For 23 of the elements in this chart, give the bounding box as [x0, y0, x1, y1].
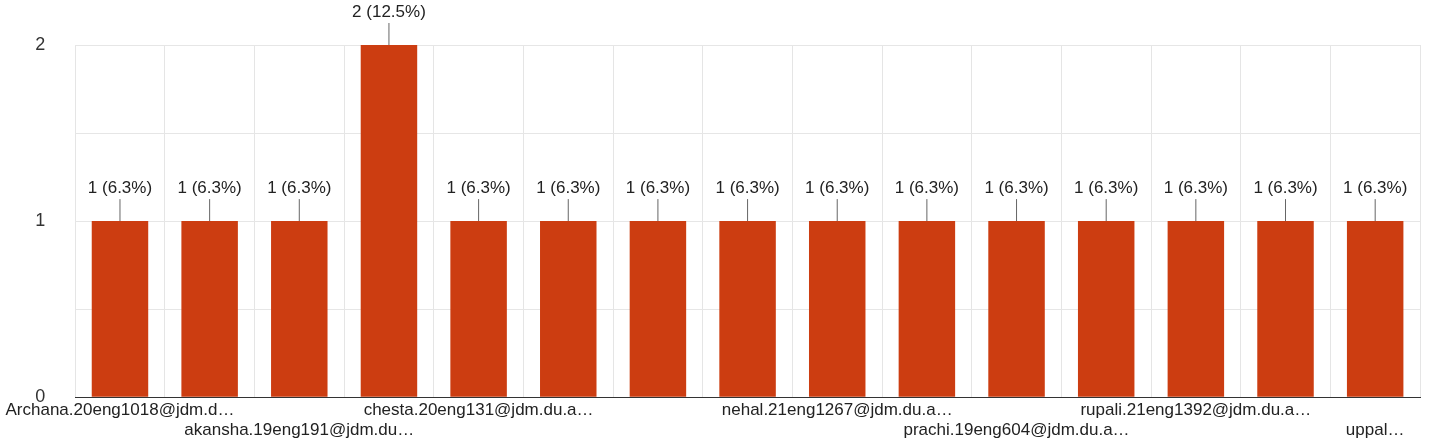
x-tick-label: chesta.20eng131@jdm.du.a…	[363, 400, 594, 420]
x-tick-label: prachi.19eng604@jdm.du.a…	[903, 420, 1130, 440]
x-tick-label: rupali.21eng1392@jdm.du.a…	[1080, 400, 1312, 420]
data-label: 1 (6.3%)	[894, 178, 960, 198]
y-tick-label: 1	[35, 210, 46, 231]
data-label: 2 (12.5%)	[352, 2, 426, 22]
data-label: 1 (6.3%)	[87, 178, 153, 198]
data-label: 1 (6.3%)	[177, 178, 242, 198]
data-label: 1 (6.3%)	[715, 178, 780, 198]
data-label: 1 (6.3%)	[1163, 178, 1228, 198]
x-tick-label: nehal.21eng1267@jdm.du.a…	[721, 400, 953, 420]
data-label: 1 (6.3%)	[625, 178, 691, 198]
data-label: 1 (6.3%)	[1074, 178, 1139, 198]
data-label: 1 (6.3%)	[1253, 178, 1318, 198]
data-label: 1 (6.3%)	[536, 178, 601, 198]
data-label: 1 (6.3%)	[446, 178, 511, 198]
x-tick-label: akansha.19eng191@jdm.du…	[184, 420, 415, 440]
data-label: 1 (6.3%)	[267, 178, 332, 198]
x-tick-label: uppal…	[1345, 420, 1405, 440]
data-label: 1 (6.3%)	[984, 178, 1049, 198]
data-label: 1 (6.3%)	[805, 178, 870, 198]
data-label: 1 (6.3%)	[1343, 178, 1408, 198]
y-tick-label: 2	[35, 33, 46, 54]
